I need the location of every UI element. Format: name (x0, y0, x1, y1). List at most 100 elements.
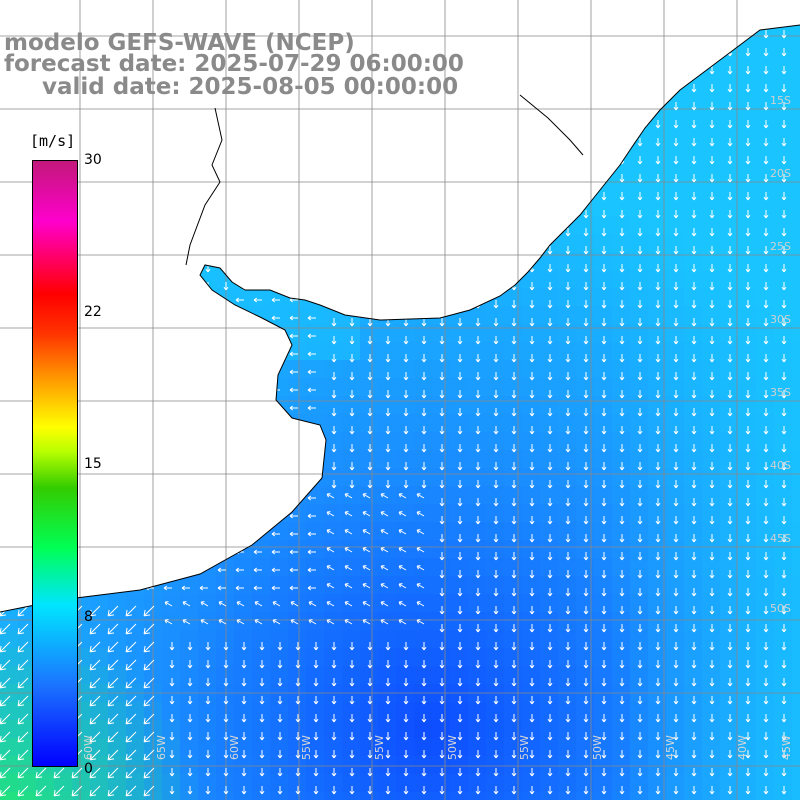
ocean-cell (252, 666, 271, 685)
ocean-cell (324, 612, 343, 631)
ocean-cell (774, 414, 793, 433)
wind-arrow (745, 642, 751, 651)
wind-arrow (367, 408, 373, 417)
ocean-cell (594, 774, 613, 793)
ocean-cell (576, 288, 595, 307)
wind-arrow (236, 601, 245, 607)
ocean-cell (450, 720, 469, 739)
wind-arrow (349, 390, 355, 399)
ocean-cell (126, 612, 145, 631)
wind-arrow (583, 318, 589, 327)
ocean-cell (720, 54, 739, 73)
wind-arrow (763, 480, 769, 489)
ocean-cell (666, 270, 685, 289)
wind-arrow (547, 498, 553, 507)
ocean-cell (720, 756, 739, 775)
wind-arrow (709, 516, 715, 525)
ocean-cell (126, 594, 145, 613)
wind-arrow (547, 534, 553, 543)
ocean-cell (378, 756, 397, 775)
ocean-cell (594, 288, 613, 307)
ocean-cell (432, 594, 451, 613)
ocean-cell (252, 792, 271, 800)
wind-arrow (169, 678, 175, 687)
ocean-cell (432, 342, 451, 361)
ocean-cell (792, 126, 800, 145)
ocean-cell (576, 540, 595, 559)
wind-arrow (673, 390, 679, 399)
ocean-cell (666, 594, 685, 613)
ocean-cell (684, 648, 703, 667)
wind-arrow (619, 606, 625, 615)
ocean-cell (324, 450, 343, 469)
wind-arrow (416, 493, 425, 499)
ocean-cell (432, 486, 451, 505)
ocean-cell (486, 378, 505, 397)
wind-arrow (547, 714, 553, 723)
wind-arrow (439, 606, 445, 615)
ocean-cell (720, 126, 739, 145)
ocean-cell (234, 576, 253, 595)
wind-arrow (107, 641, 119, 653)
wind-arrow (331, 480, 337, 489)
ocean-cell (612, 756, 631, 775)
ocean-cell (738, 540, 757, 559)
wind-arrow (619, 354, 625, 363)
wind-arrow (583, 336, 589, 345)
wind-arrow (601, 552, 607, 561)
ocean-cell (738, 360, 757, 379)
wind-arrow (17, 731, 29, 743)
ocean-cell (414, 558, 433, 577)
ocean-cell (414, 720, 433, 739)
wind-arrow (709, 300, 715, 309)
ocean-cell (738, 522, 757, 541)
ocean-cell (594, 234, 613, 253)
ocean-cell (666, 702, 685, 721)
ocean-cell (648, 252, 667, 271)
ocean-cell (306, 774, 325, 793)
ocean-cell (432, 576, 451, 595)
wind-arrow (187, 642, 193, 651)
ocean-cell (756, 234, 775, 253)
wind-arrow (457, 444, 463, 453)
wind-arrow (781, 120, 787, 129)
ocean-cell (306, 306, 325, 325)
wind-arrow (583, 246, 589, 255)
ocean-cell (180, 666, 199, 685)
wind-arrow (565, 516, 571, 525)
ocean-cell (288, 792, 307, 800)
wind-arrow (529, 444, 535, 453)
ocean-cell (792, 450, 800, 469)
ocean-cell (666, 450, 685, 469)
ocean-cell (342, 702, 361, 721)
wind-arrow (745, 570, 751, 579)
wind-arrow (529, 714, 535, 723)
wind-arrow (763, 246, 769, 255)
ocean-cell (648, 792, 667, 800)
ocean-cell (594, 648, 613, 667)
ocean-cell (594, 486, 613, 505)
wind-arrow (205, 750, 211, 759)
wind-arrow (511, 336, 517, 345)
wind-arrow (475, 624, 481, 633)
wind-arrow (475, 606, 481, 615)
wind-arrow (421, 354, 427, 363)
ocean-cell (378, 414, 397, 433)
wind-arrow (511, 786, 517, 795)
wind-arrow (331, 714, 337, 723)
ocean-cell (486, 432, 505, 451)
wind-arrow (205, 732, 211, 741)
wind-arrow (107, 785, 119, 797)
wind-arrow (763, 588, 769, 597)
wind-arrow (187, 696, 193, 705)
wind-arrow (691, 156, 697, 165)
ocean-cell (450, 576, 469, 595)
ocean-cell (378, 522, 397, 541)
wind-arrow (565, 372, 571, 381)
wind-arrow (349, 354, 355, 363)
ocean-cell (306, 756, 325, 775)
ocean-cell (396, 486, 415, 505)
wind-arrow (344, 547, 353, 553)
ocean-cell (774, 522, 793, 541)
wind-arrow (637, 426, 643, 435)
